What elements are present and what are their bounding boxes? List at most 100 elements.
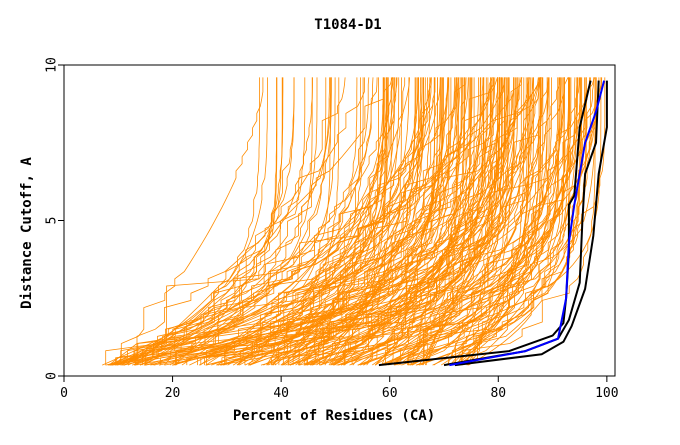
model-curve bbox=[330, 77, 444, 366]
model-curve bbox=[272, 77, 389, 366]
model-curve bbox=[108, 77, 313, 366]
model-curves bbox=[102, 77, 606, 366]
model-curve bbox=[283, 77, 389, 366]
model-curve bbox=[432, 77, 583, 366]
y-tick-label: 5 bbox=[45, 217, 60, 225]
model-curve bbox=[344, 77, 484, 366]
model-curve bbox=[105, 77, 318, 366]
model-curve bbox=[171, 77, 489, 366]
model-curve bbox=[124, 77, 260, 366]
x-tick-label: 80 bbox=[490, 386, 506, 401]
model-curve bbox=[145, 77, 358, 366]
model-curve bbox=[224, 77, 444, 366]
y-tick-label: 10 bbox=[45, 57, 60, 73]
model-curve bbox=[469, 77, 515, 366]
model-curve bbox=[332, 77, 533, 366]
model-curve bbox=[123, 77, 370, 366]
model-curve bbox=[227, 77, 340, 366]
model-curve bbox=[458, 77, 578, 366]
model-curve bbox=[303, 77, 519, 366]
model-curve bbox=[425, 77, 502, 366]
highlight-curves bbox=[378, 80, 608, 367]
model-curve bbox=[111, 77, 283, 366]
model-curve bbox=[102, 77, 432, 366]
model-curve bbox=[357, 77, 572, 366]
model-curve bbox=[455, 77, 548, 366]
x-tick-label: 20 bbox=[165, 386, 181, 401]
model-curve bbox=[112, 77, 499, 366]
model-curve bbox=[127, 77, 494, 366]
model-curve bbox=[237, 77, 498, 366]
model-curve bbox=[236, 77, 395, 366]
model-curve bbox=[249, 77, 385, 366]
model-curve bbox=[139, 77, 327, 366]
model-curve bbox=[285, 77, 402, 366]
model-curve bbox=[359, 77, 559, 366]
model-curve bbox=[379, 77, 534, 366]
model-curve bbox=[221, 77, 518, 366]
model-curve bbox=[309, 77, 423, 366]
model-curve bbox=[394, 77, 587, 366]
model-curve bbox=[204, 77, 570, 366]
model-curve bbox=[461, 77, 596, 366]
model-curve bbox=[239, 77, 384, 366]
model-curve bbox=[175, 77, 330, 366]
model-curve bbox=[115, 77, 264, 366]
y-axis-label: Distance Cutoff, A bbox=[19, 157, 35, 309]
model-curve bbox=[133, 77, 346, 366]
model-curve bbox=[319, 77, 443, 366]
x-tick-label: 60 bbox=[382, 386, 398, 401]
model-curve bbox=[363, 77, 506, 366]
model-curve bbox=[319, 77, 519, 366]
model-curve bbox=[221, 77, 441, 366]
model-curve bbox=[169, 77, 466, 366]
model-curve bbox=[199, 77, 522, 366]
model-curve bbox=[143, 77, 542, 366]
highlight-curve bbox=[449, 80, 606, 367]
y-tick-label: 0 bbox=[45, 372, 60, 380]
model-curve bbox=[131, 77, 336, 366]
model-curve bbox=[174, 77, 313, 366]
model-curve bbox=[220, 77, 522, 366]
x-axis-label: Percent of Residues (CA) bbox=[233, 408, 435, 424]
model-curve bbox=[456, 77, 540, 366]
model-curve bbox=[461, 77, 531, 366]
model-curve bbox=[289, 77, 505, 366]
chart-title: T1084-D1 bbox=[314, 17, 381, 33]
model-curve bbox=[144, 77, 394, 366]
model-curve bbox=[152, 77, 278, 366]
model-curve bbox=[198, 77, 331, 366]
model-curve bbox=[217, 77, 527, 366]
model-curve bbox=[164, 77, 365, 366]
highlight-curve bbox=[454, 80, 608, 367]
model-curve bbox=[107, 77, 384, 366]
model-curve bbox=[454, 77, 569, 366]
model-curve bbox=[205, 77, 506, 366]
model-curve bbox=[328, 77, 428, 366]
model-curve bbox=[205, 77, 435, 366]
model-curve bbox=[118, 77, 268, 366]
x-tick-label: 40 bbox=[273, 386, 289, 401]
y-axis-ticks: 0 5 10 bbox=[45, 57, 64, 380]
x-tick-label: 100 bbox=[595, 386, 618, 401]
model-curve bbox=[247, 77, 491, 366]
model-curve bbox=[410, 77, 461, 366]
model-curve bbox=[216, 77, 423, 366]
model-curve bbox=[358, 77, 465, 366]
model-curve bbox=[172, 77, 481, 366]
model-curve bbox=[267, 77, 603, 366]
model-curve bbox=[290, 77, 479, 366]
x-axis-ticks: 0 20 40 60 80 100 bbox=[60, 376, 619, 401]
model-curve bbox=[281, 77, 602, 366]
model-curve bbox=[289, 77, 510, 366]
model-curve bbox=[393, 77, 565, 366]
x-tick-label: 0 bbox=[60, 386, 68, 401]
model-curve bbox=[408, 77, 475, 366]
model-curve bbox=[134, 77, 561, 366]
model-curve bbox=[271, 77, 424, 366]
model-curve bbox=[418, 77, 472, 366]
model-curve bbox=[467, 77, 565, 366]
model-curve bbox=[344, 77, 455, 366]
